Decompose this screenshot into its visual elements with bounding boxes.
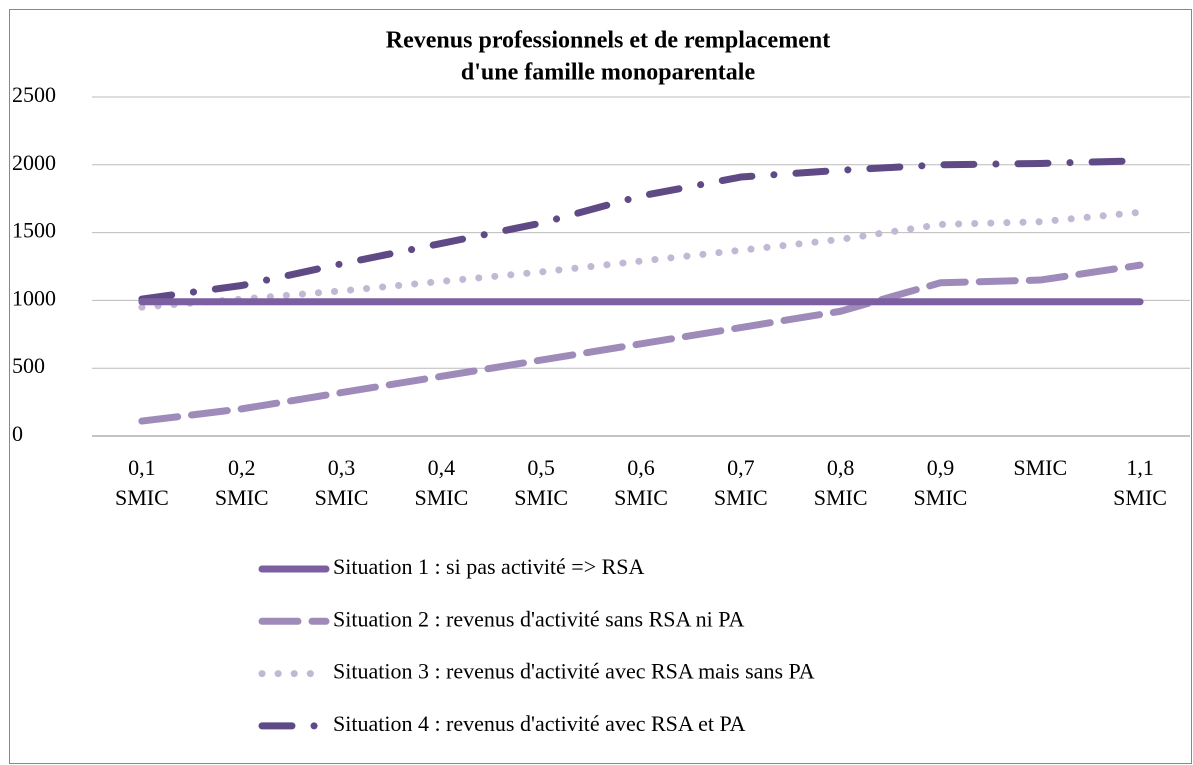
- x-tick-label: 0,8 SMIC: [813, 455, 868, 510]
- x-tick-label: 0,6 SMIC: [614, 455, 668, 510]
- x-tick-label: 0,1 SMIC: [115, 455, 169, 510]
- y-tick-label: 1500: [12, 218, 56, 243]
- y-tick-label: 1000: [12, 285, 56, 310]
- legend-label: Situation 4 : revenus d'activité avec RS…: [333, 711, 746, 736]
- series-line: [138, 261, 1144, 425]
- y-tick-label: 2500: [12, 82, 56, 107]
- chart-title: Revenus professionnels et de remplacemen…: [386, 28, 830, 54]
- x-tick-label: 0,7 SMIC: [713, 455, 768, 510]
- x-tick-label: 0,4 SMIC: [414, 455, 469, 510]
- y-tick-label: 2000: [12, 150, 56, 175]
- y-tick-label: 500: [12, 353, 45, 378]
- x-tick-label: 0,2 SMIC: [214, 455, 269, 510]
- chart-frame: [9, 9, 1192, 764]
- legend-label: Situation 3 : revenus d'activité avec RS…: [333, 659, 815, 684]
- legend-label: Situation 2 : revenus d'activité sans RS…: [333, 606, 744, 631]
- chart-title: d'une famille monoparentale: [461, 60, 756, 86]
- y-tick-label: 0: [12, 421, 23, 446]
- x-tick-label: SMIC: [1013, 455, 1068, 480]
- x-tick-label: 1,1 SMIC: [1113, 455, 1167, 510]
- series-line: [138, 157, 1144, 303]
- x-tick-label: 0,3 SMIC: [314, 455, 369, 510]
- x-tick-label: 0,5 SMIC: [514, 455, 569, 510]
- series-line: [138, 208, 1144, 311]
- x-tick-label: 0,9 SMIC: [913, 455, 968, 510]
- legend-label: Situation 1 : si pas activité => RSA: [333, 554, 645, 579]
